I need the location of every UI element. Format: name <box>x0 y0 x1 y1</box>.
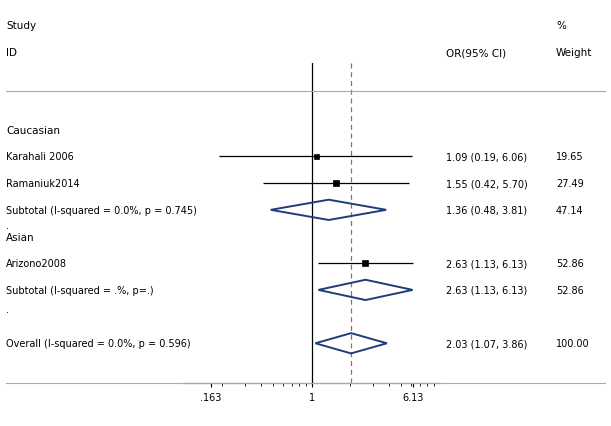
Text: .: . <box>6 304 9 314</box>
Text: .: . <box>6 220 9 230</box>
Text: 2.63 (1.13, 6.13): 2.63 (1.13, 6.13) <box>446 259 527 268</box>
Text: 52.86: 52.86 <box>556 259 584 268</box>
Text: OR(95% CI): OR(95% CI) <box>446 48 506 58</box>
Text: 47.14: 47.14 <box>556 205 584 215</box>
Text: Subtotal (I-squared = .%, p=.): Subtotal (I-squared = .%, p=.) <box>6 285 154 295</box>
Text: Asian: Asian <box>6 232 35 242</box>
Text: ID: ID <box>6 48 17 58</box>
Text: Subtotal (I-squared = 0.0%, p = 0.745): Subtotal (I-squared = 0.0%, p = 0.745) <box>6 205 197 215</box>
Text: 19.65: 19.65 <box>556 152 584 162</box>
Text: Ramaniuk2014: Ramaniuk2014 <box>6 179 79 189</box>
Text: Arizono2008: Arizono2008 <box>6 259 67 268</box>
Text: 2.63 (1.13, 6.13): 2.63 (1.13, 6.13) <box>446 285 527 295</box>
Text: 1.36 (0.48, 3.81): 1.36 (0.48, 3.81) <box>446 205 527 215</box>
Text: 1.55 (0.42, 5.70): 1.55 (0.42, 5.70) <box>446 179 528 189</box>
Text: Karahali 2006: Karahali 2006 <box>6 152 74 162</box>
Text: 52.86: 52.86 <box>556 285 584 295</box>
Text: Study: Study <box>6 20 36 31</box>
Text: 2.03 (1.07, 3.86): 2.03 (1.07, 3.86) <box>446 339 527 348</box>
Text: Caucasian: Caucasian <box>6 126 60 135</box>
Text: %: % <box>556 20 566 31</box>
Text: 27.49: 27.49 <box>556 179 584 189</box>
Text: Overall (I-squared = 0.0%, p = 0.596): Overall (I-squared = 0.0%, p = 0.596) <box>6 339 191 348</box>
Text: 1.09 (0.19, 6.06): 1.09 (0.19, 6.06) <box>446 152 527 162</box>
Text: 100.00: 100.00 <box>556 339 590 348</box>
Text: Weight: Weight <box>556 48 593 58</box>
